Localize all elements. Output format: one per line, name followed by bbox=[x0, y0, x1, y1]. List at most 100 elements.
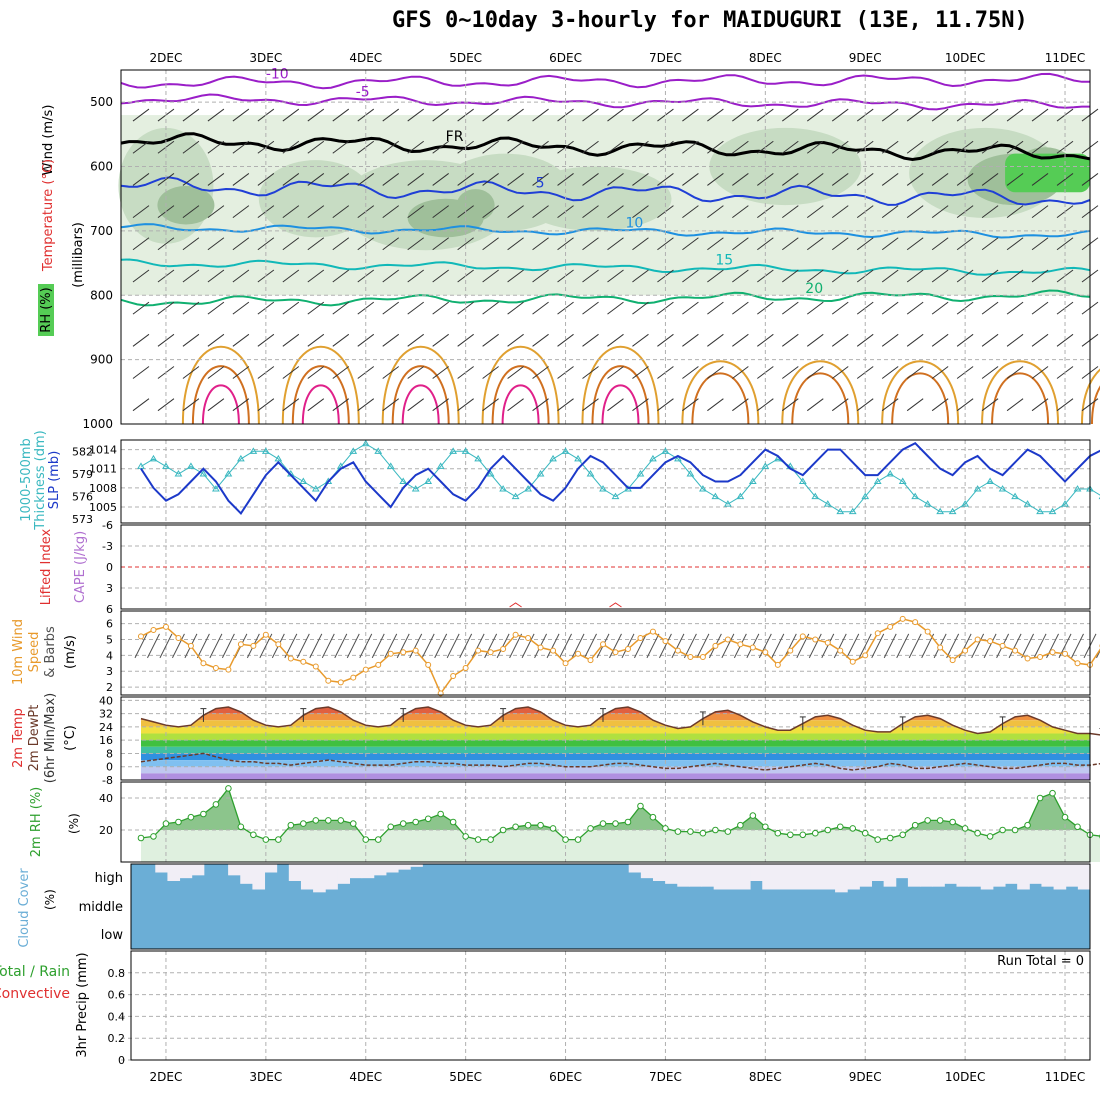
wind-barb bbox=[906, 269, 924, 283]
ylabel-slp: SLP (mb) bbox=[47, 451, 62, 510]
surface-wind-barb bbox=[846, 633, 860, 659]
rh2m-point bbox=[1049, 789, 1056, 797]
wind-barb bbox=[332, 269, 350, 283]
surface-wind-barb bbox=[1071, 633, 1084, 659]
rh2m-point bbox=[762, 823, 769, 831]
rh2m-point bbox=[399, 820, 407, 827]
surface-wind-barb bbox=[609, 633, 622, 659]
wind-barb bbox=[407, 108, 424, 122]
cloud-gap-bar bbox=[665, 864, 678, 884]
surface-wind-barb bbox=[484, 633, 498, 659]
cloud-gap-bar bbox=[155, 864, 168, 873]
wind-barb bbox=[906, 108, 924, 122]
surface-wind-barb bbox=[571, 633, 585, 659]
ylabel-rh2m: 2m RH (%) bbox=[29, 787, 44, 858]
wind-barb bbox=[1056, 398, 1074, 412]
surface-wind-barb bbox=[921, 633, 935, 659]
wind-barb bbox=[607, 301, 624, 315]
thickness-point bbox=[162, 462, 170, 469]
wind-barb bbox=[582, 173, 599, 186]
x-tick-label-top: 3DEC bbox=[249, 51, 282, 65]
wind-barb bbox=[906, 173, 924, 186]
temp-band bbox=[140, 740, 1090, 747]
thickness-point bbox=[699, 485, 707, 492]
ylabel-temperature: Temperature (°C) bbox=[41, 159, 56, 272]
wind-barb bbox=[707, 398, 724, 412]
ylabel-wind10-d: (m/s) bbox=[63, 635, 78, 669]
wind-barb bbox=[532, 269, 549, 283]
thickness-point bbox=[536, 469, 545, 477]
temp-band bbox=[140, 753, 1090, 761]
surface-wind-barb bbox=[1021, 633, 1035, 659]
wind-barb bbox=[831, 237, 849, 251]
rh2m-point bbox=[300, 820, 307, 827]
wind-barb bbox=[532, 333, 549, 347]
wind-barb bbox=[607, 237, 624, 251]
wind-barb bbox=[931, 237, 949, 251]
wind-barb bbox=[207, 398, 225, 412]
rh2m-point bbox=[387, 823, 395, 831]
wind-barb bbox=[931, 301, 949, 315]
wind-barb bbox=[607, 366, 624, 379]
cloud-gap-bar bbox=[762, 864, 775, 890]
cloud-gap-bar bbox=[288, 864, 302, 881]
wind-barb bbox=[1056, 333, 1074, 347]
rh2m-point bbox=[1036, 794, 1044, 802]
wind-barb bbox=[382, 205, 400, 219]
cloud-gap-bar bbox=[689, 864, 703, 887]
rh2m-point bbox=[724, 828, 732, 835]
x-tick-label-top: 7DEC bbox=[649, 51, 682, 65]
wind-barb bbox=[1006, 366, 1024, 379]
surface-wind-barb bbox=[634, 633, 647, 659]
cloud-gap-bar bbox=[1005, 864, 1018, 884]
wind-speed-point bbox=[1024, 655, 1031, 662]
wind-barb bbox=[881, 108, 899, 122]
wind-barb bbox=[1031, 205, 1049, 219]
wind-barb bbox=[407, 333, 424, 347]
thickness-point bbox=[661, 447, 670, 454]
rh2m-point bbox=[699, 829, 707, 837]
surface-wind-barb bbox=[896, 633, 910, 659]
wind-barb bbox=[282, 269, 300, 283]
surface-wind-barb bbox=[496, 633, 510, 659]
wind-speed-point bbox=[300, 658, 307, 665]
wind-barb bbox=[782, 173, 799, 186]
x-tick-label-bottom: 9DEC bbox=[849, 1070, 882, 1084]
wind-speed-point bbox=[150, 627, 157, 634]
wind-barb bbox=[881, 366, 899, 379]
x-tick-label-bottom: 6DEC bbox=[549, 1070, 582, 1084]
temp-tick-label: 8 bbox=[106, 747, 113, 760]
wind-barb bbox=[232, 237, 250, 251]
rh2m-point bbox=[474, 836, 482, 843]
thickness-point bbox=[861, 492, 870, 500]
wind-barb bbox=[806, 140, 824, 154]
wind-speed-point bbox=[1062, 650, 1069, 657]
wind-barb bbox=[707, 301, 724, 315]
warm-contour bbox=[291, 365, 350, 425]
thickness-point bbox=[424, 477, 433, 484]
rh2m-point bbox=[574, 836, 582, 843]
li-tick-label: -6 bbox=[102, 519, 113, 532]
surface-wind-barb bbox=[1033, 633, 1047, 659]
wind-speed-point bbox=[637, 634, 644, 641]
cloud-gap-bar bbox=[737, 864, 751, 890]
wind-speed-point bbox=[687, 653, 694, 660]
thickness-point bbox=[886, 469, 895, 477]
cloud-gap-bar bbox=[835, 864, 848, 893]
wind-barb bbox=[132, 366, 150, 379]
rh2m-point bbox=[549, 825, 557, 832]
wind-barb bbox=[757, 333, 774, 347]
wind-barb bbox=[332, 237, 350, 251]
isotherm-label: 15 bbox=[715, 253, 733, 269]
wind-barb bbox=[856, 173, 874, 186]
wind-tick-label: 4 bbox=[106, 649, 113, 662]
wind-barb bbox=[981, 301, 999, 315]
wind-barb bbox=[782, 237, 799, 251]
wind-barb bbox=[482, 398, 499, 412]
wind-barb bbox=[1006, 173, 1024, 186]
wind-speed-point bbox=[525, 634, 532, 641]
wind-speed-point bbox=[387, 650, 394, 657]
wind-barb bbox=[632, 108, 649, 122]
wind-barb bbox=[532, 398, 549, 412]
wind-barb bbox=[1056, 173, 1074, 186]
